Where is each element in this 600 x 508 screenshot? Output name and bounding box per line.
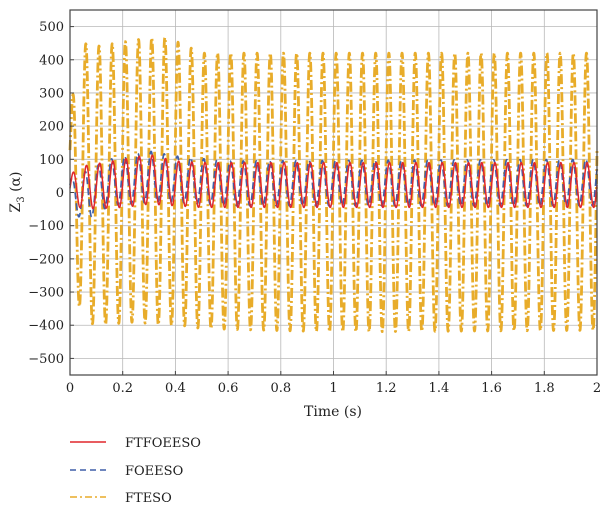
y-axis-label: Z3 (α) <box>8 172 27 213</box>
legend-item-fteso: FTESO <box>70 491 172 506</box>
y-axis-label-main: Z <box>8 202 24 212</box>
x-tick-label: 1 <box>329 381 337 396</box>
legend: FTFOEESO FOEESO FTESO <box>70 436 201 506</box>
x-axis-label: Time (s) <box>304 404 362 420</box>
legend-label-foeeso: FOEESO <box>125 464 183 479</box>
x-tick-label: 1.6 <box>481 381 502 396</box>
x-tick-label: 0 <box>66 381 74 396</box>
x-tick-label: 1.4 <box>429 381 450 396</box>
x-tick-label: 0.8 <box>270 381 291 396</box>
x-tick-label: 0.4 <box>165 381 186 396</box>
series-line-ftfoeeso <box>69 154 598 210</box>
y-axis-label-suffix: (α) <box>8 172 24 197</box>
y-tick-label: 100 <box>39 153 64 168</box>
x-tick-label: 1.2 <box>376 381 397 396</box>
series-line-fteso <box>68 36 599 334</box>
legend-label-fteso: FTESO <box>125 491 172 506</box>
series-layer <box>68 36 599 334</box>
y-tick-label: 500 <box>39 20 64 35</box>
legend-item-foeeso: FOEESO <box>70 464 183 479</box>
y-tick-label: 400 <box>39 53 64 68</box>
y-tick-label: −400 <box>28 319 64 334</box>
x-tick-label: 1.8 <box>534 381 555 396</box>
y-tick-label: −200 <box>28 252 64 267</box>
y-tick-label: −300 <box>28 286 64 301</box>
y-axis-label-subscript: 3 <box>16 196 27 202</box>
y-tick-label: 300 <box>39 86 64 101</box>
y-tick-label: −100 <box>28 219 64 234</box>
legend-label-ftfoeeso: FTFOEESO <box>125 436 201 451</box>
y-tick-label: −500 <box>28 352 64 367</box>
x-tick-label: 0.2 <box>112 381 133 396</box>
ticks: 0 0.2 0.4 0.6 0.8 1 1.2 1.4 1.6 1.8 2 −500 −400 −300 −… <box>28 20 600 396</box>
x-tick-label: 2 <box>593 381 600 396</box>
x-tick-label: 0.6 <box>218 381 239 396</box>
legend-item-ftfoeeso: FTFOEESO <box>70 436 201 451</box>
y-tick-label: 200 <box>39 120 64 135</box>
y-tick-label: 0 <box>56 186 64 201</box>
